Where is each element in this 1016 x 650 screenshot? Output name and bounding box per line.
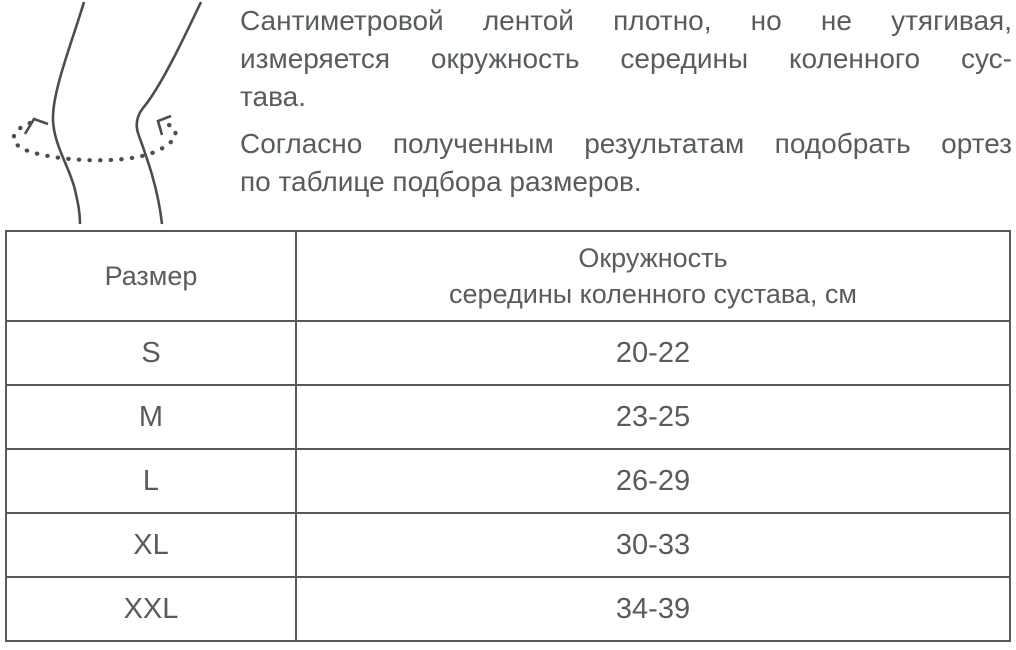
table-row: L 26-29: [5, 448, 1011, 514]
range-cell: 20-22: [295, 320, 1011, 386]
leg-outline-back: [51, 1, 86, 225]
paragraph-selection: Согласно полученным результатам подобрат…: [240, 125, 1012, 201]
circumference-header-line1: Окружность: [578, 243, 728, 273]
leg-outline-front: [135, 1, 203, 225]
size-cell: L: [5, 448, 297, 514]
circumference-header-line2: середины коленного сустава, см: [449, 279, 857, 309]
size-table: Размер Окружность середины коленного сус…: [5, 230, 1011, 642]
range-cell: 34-39: [295, 576, 1011, 642]
tape-arrow-left-icon: [23, 117, 49, 135]
circumference-column-header: Окружность середины коленного сустава, с…: [295, 230, 1011, 322]
size-cell: S: [5, 320, 297, 386]
table-header-row: Размер Окружность середины коленного сус…: [5, 230, 1011, 322]
size-column-header: Размер: [5, 230, 297, 322]
paragraph-line: измеряется окружность середины коленного…: [240, 43, 1012, 74]
paragraph-line: Согласно полученным результатам подобрат…: [240, 128, 1012, 159]
paragraph-measurement: Сантиметровой лентой плотно, но не утяги…: [240, 2, 1012, 116]
paragraph-line: тава.: [240, 81, 306, 112]
size-cell: XL: [5, 512, 297, 578]
range-cell: 23-25: [295, 384, 1011, 450]
table-row: XXL 34-39: [5, 576, 1011, 642]
table-row: M 23-25: [5, 384, 1011, 450]
measuring-tape-dotted-line: [11, 120, 178, 163]
table-row: S 20-22: [5, 320, 1011, 386]
range-cell: 30-33: [295, 512, 1011, 578]
paragraph-line: Сантиметровой лентой плотно, но не утяги…: [240, 5, 1012, 36]
size-cell: M: [5, 384, 297, 450]
size-cell: XXL: [5, 576, 297, 642]
paragraph-line: по таблице подбора размеров.: [240, 166, 642, 197]
tape-arrow-right-icon: [156, 114, 172, 136]
knee-diagram-icon: [11, 1, 203, 225]
range-cell: 26-29: [295, 448, 1011, 514]
table-row: XL 30-33: [5, 512, 1011, 578]
knee-measurement-diagram: [0, 0, 230, 228]
instruction-text: Сантиметровой лентой плотно, но не утяги…: [240, 2, 1012, 210]
